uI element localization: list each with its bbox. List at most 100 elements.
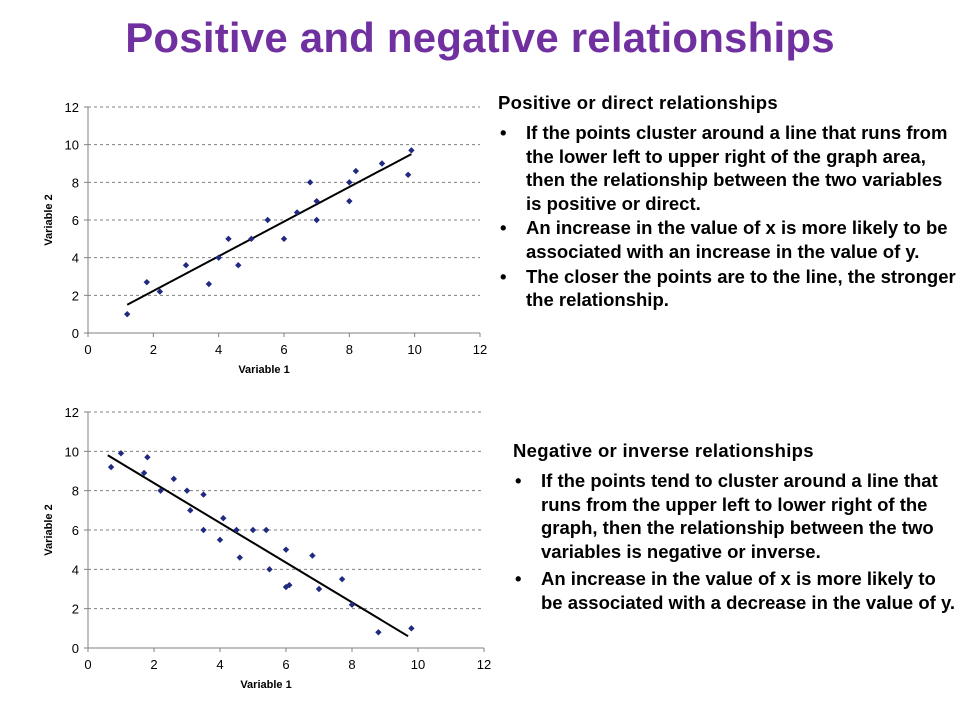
positive-chart-data-point: [235, 262, 242, 269]
negative-chart-data-point: [117, 450, 125, 457]
negative-chart-data-point: [170, 475, 177, 483]
positive-chart-data-point: [293, 209, 301, 216]
positive-scatter-chart: 0 2 4 6 8 10 12 0 2 4 6 8 10 12 Variable 1 Variable 2: [43, 100, 487, 376]
negative-chart-data-point: [309, 552, 316, 559]
bullet-dot-icon: •: [500, 265, 507, 287]
negative-heading: Negative or inverse relationships: [513, 440, 814, 461]
positive-chart-data-point: [264, 216, 271, 224]
bullet-text: An increase in the value of x is more li…: [526, 217, 948, 262]
positive-chart-y-tick-label: 6: [72, 213, 79, 228]
slide-title: Positive and negative relationships: [125, 14, 835, 61]
positive-chart-data-point: [313, 216, 320, 224]
bullet-text: If the points cluster around a line that…: [526, 122, 948, 214]
negative-chart-data-point: [266, 566, 273, 573]
negative-chart-x-tick-label: 10: [411, 657, 425, 672]
negative-chart-data-point: [107, 463, 115, 471]
negative-chart-data-point: [216, 536, 224, 544]
bullet-item: • If the points tend to cluster around a …: [513, 469, 958, 563]
positive-chart-x-tick-label: 12: [473, 342, 487, 357]
negative-chart-x-tick-label: 2: [150, 657, 157, 672]
positive-chart-x-tick-label: 0: [84, 342, 91, 357]
positive-chart-y-tick-label: 8: [72, 175, 79, 190]
negative-chart-x-axis-label: Variable 1: [240, 679, 291, 691]
negative-chart-data-point: [183, 487, 191, 494]
negative-chart-x-tick-label: 6: [282, 657, 289, 672]
negative-chart-data-point: [338, 575, 346, 583]
positive-chart-data-point: [404, 171, 412, 178]
bullet-item: • An increase in the value of x is more l…: [498, 216, 958, 263]
positive-chart-x-tick-label: 2: [150, 342, 157, 357]
negative-relationships-block: Negative or inverse relationships • If th…: [513, 440, 958, 619]
negative-chart-data-point: [375, 629, 382, 636]
negative-chart-data-point: [220, 515, 227, 522]
negative-chart-y-tick-label: 2: [72, 602, 79, 617]
negative-chart-data-point: [263, 526, 270, 534]
positive-chart-data-point: [225, 235, 232, 243]
bullet-item: • An increase in the value of x is more l…: [513, 567, 958, 614]
positive-chart-x-axis-label: Variable 1: [238, 364, 289, 376]
positive-chart-data-point: [378, 160, 386, 167]
negative-chart-data-point: [157, 487, 164, 494]
negative-chart-data-point: [187, 507, 194, 514]
positive-chart-y-tick-label: 12: [65, 100, 79, 115]
bullet-dot-icon: •: [515, 568, 522, 590]
positive-chart-trendline: [126, 153, 412, 306]
positive-chart-data-point: [352, 167, 360, 175]
negative-chart-data-point: [233, 526, 240, 534]
negative-chart-data-point: [282, 583, 290, 591]
positive-chart-x-tick-label: 10: [407, 342, 421, 357]
negative-chart-data-point: [249, 526, 257, 534]
bullet-text: An increase in the value of x is more li…: [541, 568, 956, 613]
negative-chart-data-point: [236, 554, 243, 561]
positive-chart-data-point: [143, 278, 150, 286]
negative-chart-y-tick-label: 0: [72, 641, 79, 656]
bullet-item: • The closer the points are to the line, …: [498, 265, 958, 312]
positive-chart-data-point: [280, 235, 288, 243]
positive-chart-data-point: [124, 310, 131, 318]
negative-chart-y-tick-label: 10: [65, 444, 79, 459]
negative-chart-y-tick-label: 12: [65, 405, 79, 420]
positive-relationships-block: Positive or direct relationships • If the…: [498, 92, 958, 313]
negative-chart-y-tick-label: 6: [72, 523, 79, 538]
negative-chart-data-point: [348, 601, 356, 608]
positive-chart-data-point: [248, 235, 255, 243]
bullet-dot-icon: •: [500, 122, 507, 143]
negative-chart-x-tick-label: 12: [477, 657, 491, 672]
negative-chart-y-tick-label: 4: [72, 562, 79, 577]
bullet-text: If the points tend to cluster around a l…: [541, 470, 938, 562]
negative-chart-data-point: [144, 454, 151, 461]
bullet-dot-icon: •: [515, 470, 522, 491]
positive-chart-data-point: [346, 179, 353, 186]
bullet-dot-icon: •: [500, 217, 507, 239]
negative-chart-x-tick-label: 0: [84, 657, 91, 672]
positive-chart-data-point: [205, 280, 213, 288]
bullet-text: The closer the points are to the line, t…: [526, 265, 956, 311]
negative-chart-y-tick-label: 8: [72, 484, 79, 499]
bullet-item: • If the points cluster around a line tha…: [498, 121, 958, 215]
negative-chart-x-tick-label: 4: [216, 657, 223, 672]
positive-chart-data-point: [156, 288, 164, 295]
positive-chart-y-axis-label: Variable 2: [43, 194, 55, 245]
positive-chart-y-tick-label: 2: [72, 288, 79, 303]
negative-chart-y-axis-label: Variable 2: [43, 504, 55, 555]
negative-chart-data-point: [282, 546, 290, 553]
positive-chart-y-tick-label: 0: [72, 326, 79, 341]
negative-chart-data-point: [408, 625, 415, 632]
positive-chart-data-point: [182, 262, 190, 269]
positive-chart-data-point: [346, 197, 353, 205]
positive-chart-data-point: [313, 197, 320, 205]
positive-chart-y-tick-label: 4: [72, 251, 79, 266]
positive-chart-x-tick-label: 6: [280, 342, 287, 357]
negative-chart-data-point: [315, 585, 323, 593]
negative-chart-data-point: [200, 526, 207, 534]
positive-heading: Positive or direct relationships: [498, 92, 778, 113]
positive-chart-data-point: [306, 179, 314, 186]
negative-chart-data-point: [140, 469, 148, 477]
positive-chart-x-tick-label: 8: [346, 342, 353, 357]
negative-chart-trendline: [107, 454, 409, 638]
negative-chart-x-tick-label: 8: [348, 657, 355, 672]
positive-chart-x-tick-label: 4: [215, 342, 222, 357]
positive-chart-data-point: [408, 147, 415, 154]
positive-bullet-list: • If the points cluster around a line tha…: [498, 121, 958, 312]
positive-chart-y-tick-label: 10: [65, 138, 79, 153]
